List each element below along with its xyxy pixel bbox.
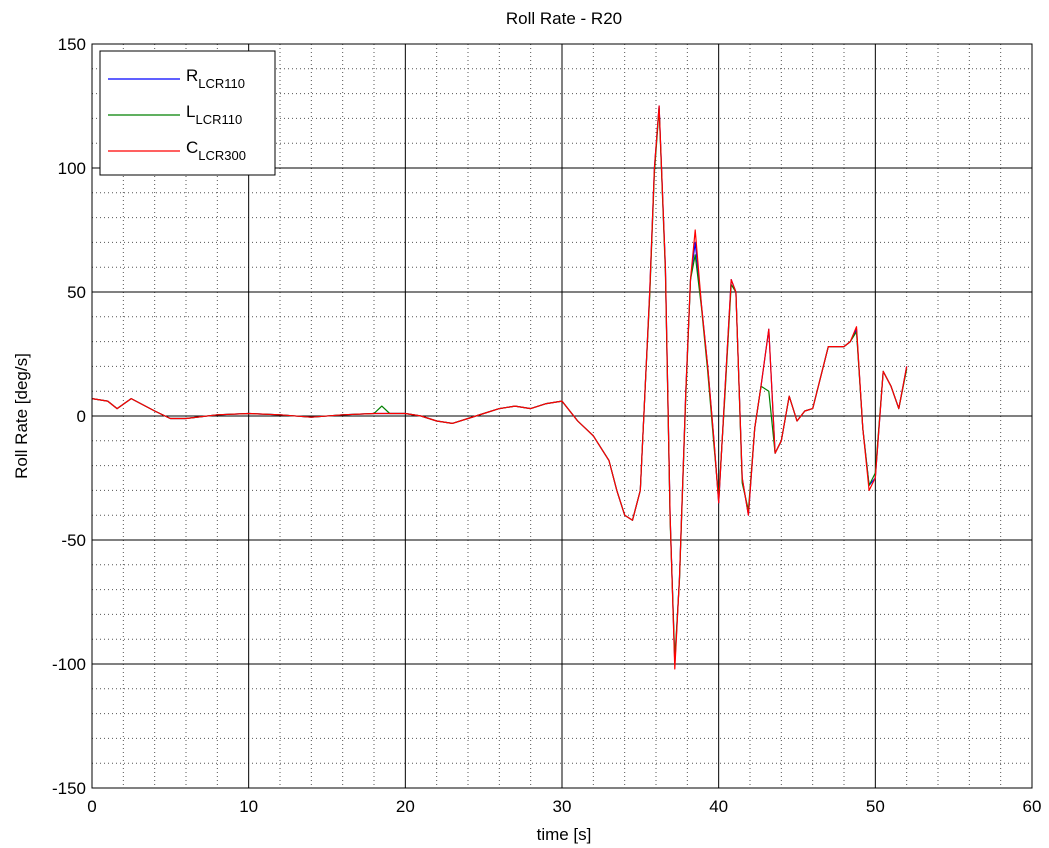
y-tick-label: 0: [77, 407, 86, 426]
x-axis-label: time [s]: [537, 825, 592, 844]
x-tick-label: 10: [239, 797, 258, 816]
plot-frame: [91, 43, 1033, 789]
x-tick-label: 20: [396, 797, 415, 816]
y-tick-label: -150: [52, 779, 86, 798]
y-tick-label: 100: [58, 159, 86, 178]
chart-title: Roll Rate - R20: [506, 9, 622, 28]
y-tick-label: -50: [61, 531, 86, 550]
legend-entry-subscript: LCR300: [198, 148, 246, 163]
major-grid: [92, 44, 1032, 788]
legend-box: [99, 50, 276, 176]
y-tick-label: 50: [67, 283, 86, 302]
x-tick-label: 0: [87, 797, 96, 816]
x-axis-ticks: 0 10 20 30 40 50 60: [87, 797, 1041, 816]
legend-entry-subscript: LCR110: [195, 112, 242, 127]
y-axis-ticks: -150 -100 -50 0 50 100 150: [52, 35, 86, 798]
x-tick-label: 50: [866, 797, 885, 816]
series-layer: [91, 105, 908, 670]
x-tick-label: 40: [709, 797, 728, 816]
legend-entry-subscript: LCR110: [198, 76, 245, 91]
y-tick-label: -100: [52, 655, 86, 674]
series-line-c: [91, 105, 908, 670]
x-tick-label: 30: [553, 797, 572, 816]
x-tick-label: 60: [1023, 797, 1042, 816]
y-tick-label: 150: [58, 35, 86, 54]
y-axis-label: Roll Rate [deg/s]: [12, 353, 31, 479]
